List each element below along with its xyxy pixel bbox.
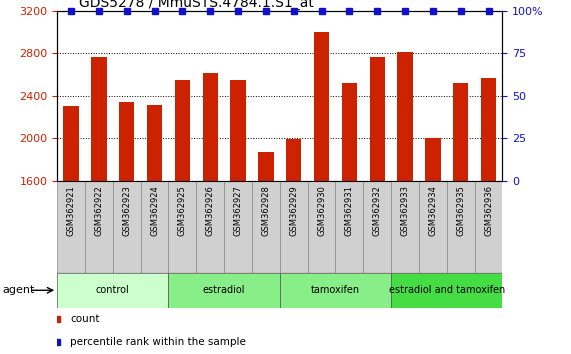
Bar xyxy=(369,57,385,181)
Bar xyxy=(391,181,419,273)
Bar xyxy=(280,181,308,273)
Text: GSM362928: GSM362928 xyxy=(262,185,271,236)
Text: GDS5278 / MmuSTS.4784.1.S1_at: GDS5278 / MmuSTS.4784.1.S1_at xyxy=(79,0,314,10)
Text: control: control xyxy=(96,285,130,295)
Text: GSM362927: GSM362927 xyxy=(234,185,243,236)
Text: GSM362929: GSM362929 xyxy=(289,185,298,236)
Bar xyxy=(308,181,336,273)
Text: tamoxifen: tamoxifen xyxy=(311,285,360,295)
Text: GSM362924: GSM362924 xyxy=(150,185,159,236)
Bar xyxy=(341,83,357,181)
Bar xyxy=(85,181,113,273)
Bar xyxy=(91,57,107,181)
Bar xyxy=(63,106,79,181)
Text: GSM362931: GSM362931 xyxy=(345,185,354,236)
Text: GSM362936: GSM362936 xyxy=(484,185,493,236)
Bar xyxy=(140,181,168,273)
Bar xyxy=(475,181,502,273)
Bar xyxy=(168,273,280,308)
Text: estradiol and tamoxifen: estradiol and tamoxifen xyxy=(389,285,505,295)
Text: GSM362922: GSM362922 xyxy=(94,185,103,236)
Text: count: count xyxy=(70,314,100,325)
Text: estradiol: estradiol xyxy=(203,285,246,295)
Bar xyxy=(447,181,475,273)
Text: GSM362933: GSM362933 xyxy=(400,185,409,236)
Text: GSM362930: GSM362930 xyxy=(317,185,326,236)
Text: percentile rank within the sample: percentile rank within the sample xyxy=(70,337,246,348)
Bar xyxy=(57,181,85,273)
Bar xyxy=(168,181,196,273)
Bar xyxy=(252,181,280,273)
Bar xyxy=(363,181,391,273)
Text: GSM362923: GSM362923 xyxy=(122,185,131,236)
Text: GSM362934: GSM362934 xyxy=(428,185,437,236)
Bar xyxy=(196,181,224,273)
Bar xyxy=(481,78,496,181)
Text: GSM362932: GSM362932 xyxy=(373,185,382,236)
Text: agent: agent xyxy=(3,285,35,295)
Bar xyxy=(224,181,252,273)
Bar xyxy=(397,52,413,181)
Bar xyxy=(453,83,468,181)
Bar xyxy=(57,273,168,308)
Bar xyxy=(203,73,218,181)
Bar xyxy=(119,102,134,181)
Text: GSM362935: GSM362935 xyxy=(456,185,465,236)
Bar xyxy=(280,273,391,308)
Bar xyxy=(147,105,162,181)
Bar xyxy=(112,181,140,273)
Bar xyxy=(230,80,246,181)
Bar xyxy=(286,139,301,181)
Bar xyxy=(425,138,441,181)
Bar xyxy=(335,181,363,273)
Bar xyxy=(419,181,447,273)
Text: GSM362925: GSM362925 xyxy=(178,185,187,236)
Bar xyxy=(391,273,502,308)
Bar xyxy=(175,80,190,181)
Bar xyxy=(258,152,274,181)
Bar xyxy=(314,32,329,181)
Text: GSM362926: GSM362926 xyxy=(206,185,215,236)
Text: GSM362921: GSM362921 xyxy=(66,185,75,236)
